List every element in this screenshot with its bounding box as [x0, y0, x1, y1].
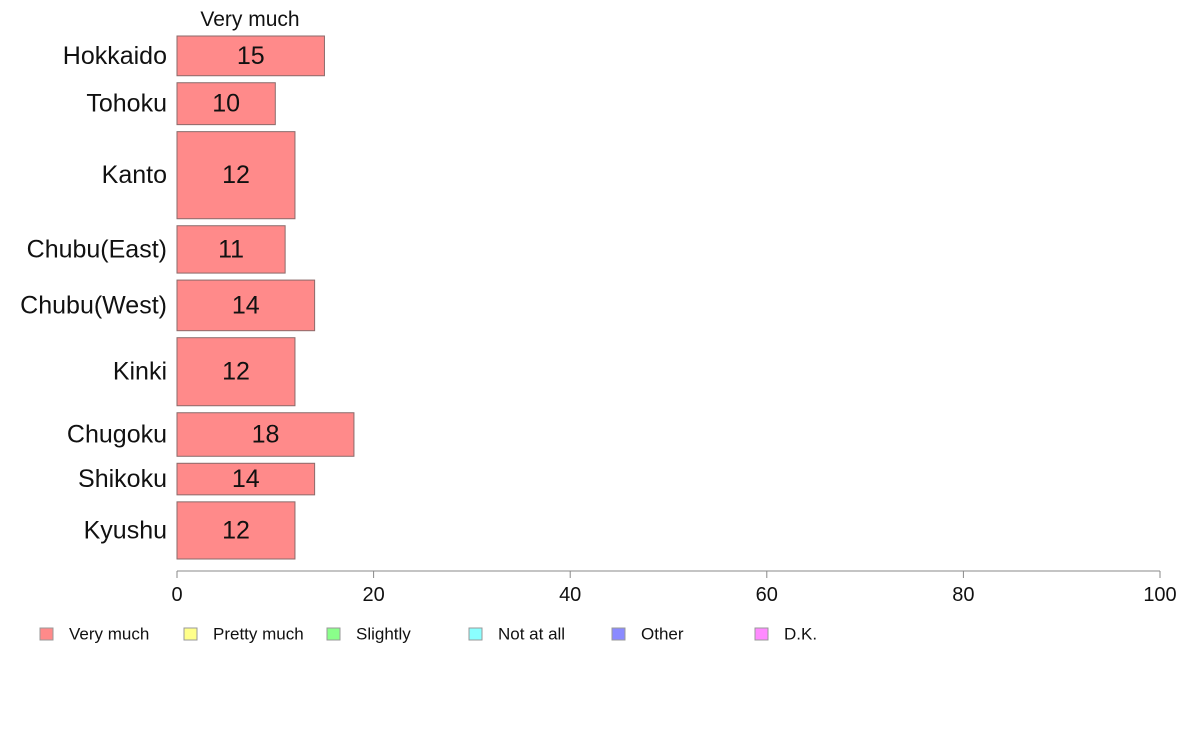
bar-value-label: 18 — [252, 421, 280, 449]
bar-value-label: 15 — [237, 42, 265, 70]
bar-value-label: 14 — [232, 291, 260, 319]
category-label: Chubu(West) — [20, 291, 167, 319]
category-label: Kinki — [113, 358, 167, 386]
bar-kanto-s0 — [176, 131, 296, 220]
legend-swatch — [183, 627, 198, 641]
legend-label: D.K. — [784, 625, 817, 644]
category-label: Chugoku — [67, 421, 167, 449]
bar-value-label: 12 — [222, 161, 250, 189]
bar-kyushu-s0 — [176, 501, 296, 560]
legend-label: Other — [641, 625, 684, 644]
bars-group: 15 10 12 11 14 12 18 14 12 — [176, 35, 355, 560]
legend: Very much Pretty much Slightly Not at all Ot… — [39, 625, 817, 644]
bar-chubu-west--s0 — [176, 279, 316, 332]
legend-label: Very much — [69, 625, 149, 644]
bar-kinki-s0 — [176, 337, 296, 407]
x-tick-label: 80 — [952, 584, 974, 606]
category-labels: Hokkaido Tohoku Kanto Chubu(East) Chubu(West… — [20, 42, 167, 545]
bar-hokkaido-s0 — [176, 35, 325, 77]
legend-swatch — [39, 627, 54, 641]
bar-value-label: 12 — [222, 358, 250, 386]
legend-label: Pretty much — [213, 625, 304, 644]
bar-value-label: 12 — [222, 516, 250, 544]
bar-chugoku-s0 — [176, 412, 355, 457]
x-tick-label: 60 — [756, 584, 778, 606]
x-tick-label: 100 — [1143, 584, 1176, 606]
category-label: Tohoku — [86, 90, 167, 118]
legend-swatch — [754, 627, 769, 641]
legend-swatch — [611, 627, 626, 641]
bar-value-label: 11 — [218, 235, 244, 263]
bar-tohoku-s0 — [176, 82, 276, 126]
x-tick-label: 20 — [362, 584, 384, 606]
x-tick-label: 40 — [559, 584, 581, 606]
legend-swatch — [468, 627, 483, 641]
legend-label: Not at all — [498, 625, 565, 644]
bar-shikoku-s0 — [176, 462, 316, 496]
legend-label: Slightly — [356, 625, 411, 644]
category-label: Kanto — [102, 161, 167, 189]
category-label: Chubu(East) — [27, 235, 167, 263]
x-axis: 0 20 40 60 80 100 — [171, 570, 1177, 606]
bar-value-label: 10 — [212, 90, 240, 118]
x-tick-label: 0 — [171, 584, 182, 606]
bar-chubu-east--s0 — [176, 225, 286, 274]
category-label: Hokkaido — [63, 42, 167, 70]
bar-value-label: 14 — [232, 465, 260, 493]
category-label: Kyushu — [84, 516, 167, 544]
legend-swatch — [326, 627, 341, 641]
category-label: Shikoku — [78, 465, 167, 493]
column-title: Very much — [200, 8, 299, 31]
